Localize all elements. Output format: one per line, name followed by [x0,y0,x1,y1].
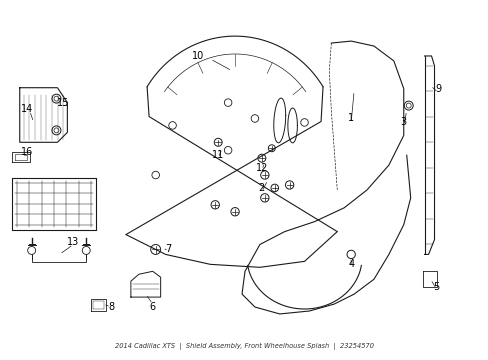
Text: 2014 Cadillac XTS  |  Shield Assembly, Front Wheelhouse Splash  |  23254570: 2014 Cadillac XTS | Shield Assembly, Fro… [114,343,373,350]
Text: 4: 4 [347,259,353,269]
Text: 7: 7 [165,244,171,255]
Text: 8: 8 [108,302,114,312]
Text: 16: 16 [20,147,33,157]
Text: 10: 10 [192,51,204,61]
Text: 2: 2 [258,183,264,193]
Text: 11: 11 [212,150,224,160]
Text: 1: 1 [347,113,353,123]
Text: 9: 9 [434,84,441,94]
Text: 6: 6 [149,302,156,312]
Text: 3: 3 [400,117,406,127]
Text: 5: 5 [432,282,439,292]
Text: 12: 12 [255,163,267,173]
Text: 13: 13 [67,237,79,247]
Text: 14: 14 [20,104,33,113]
Text: 15: 15 [57,98,69,108]
